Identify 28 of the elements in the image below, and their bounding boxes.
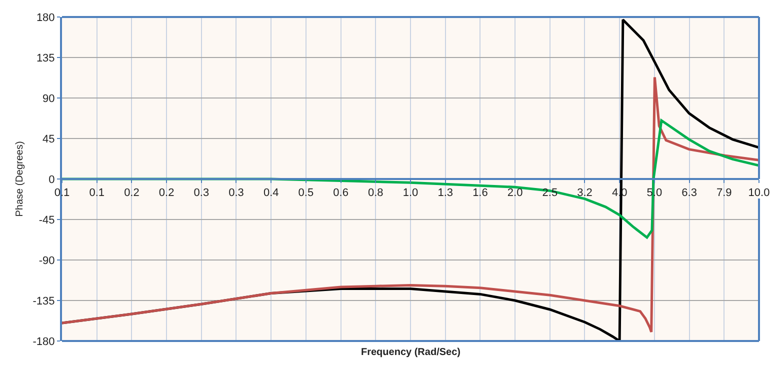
x-tick-label: 6.3 <box>682 187 697 200</box>
x-tick-label: 0.1 <box>89 187 105 200</box>
x-tick-label: 2.0 <box>507 187 523 200</box>
x-tick-label: 0.5 <box>298 187 314 200</box>
x-tick-label: 3.2 <box>577 187 592 200</box>
y-tick-label: 45 <box>42 133 55 146</box>
y-axis-title: Phase (Degrees) <box>14 141 26 217</box>
x-tick-label: 0.4 <box>263 187 279 200</box>
x-tick-label: 1.3 <box>438 187 454 200</box>
x-tick-label: 1.0 <box>402 187 418 200</box>
y-tick-label: 0 <box>48 174 55 186</box>
x-tick-label: 1.6 <box>472 187 488 200</box>
x-axis-title: Frequency (Rad/Sec) <box>361 347 460 358</box>
x-tick-label: 0.2 <box>158 187 174 200</box>
y-tick-label: 135 <box>36 52 55 64</box>
y-tick-label: 90 <box>42 92 55 105</box>
x-tick-label: 0.8 <box>368 187 384 200</box>
x-tick-label: 10.0 <box>748 187 770 200</box>
y-tick-label: 180 <box>36 12 55 24</box>
y-tick-label: -180 <box>32 336 55 348</box>
y-tick-label: -45 <box>38 214 55 226</box>
x-tick-label: 0.6 <box>333 187 348 200</box>
x-tick-label: 0.2 <box>124 187 140 200</box>
x-tick-label: 0.3 <box>228 187 244 200</box>
y-tick-label: -135 <box>32 295 55 308</box>
x-tick-label: 0.3 <box>194 187 210 200</box>
y-tick-label: -90 <box>38 254 55 267</box>
x-tick-label: 7.9 <box>716 187 732 200</box>
